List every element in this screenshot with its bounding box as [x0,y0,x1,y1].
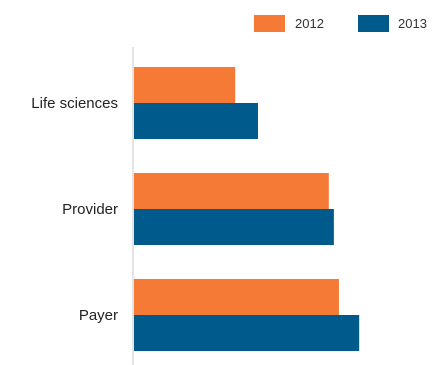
bars-group [134,67,360,351]
bar-payer-2013 [134,315,360,351]
bar-life-sciences-2012 [134,67,236,103]
category-label-payer: Payer [79,307,118,324]
category-label-life-sciences: Life sciences [31,95,118,112]
legend-swatch-2012 [254,15,285,32]
bar-provider-2013 [134,209,334,245]
bar-life-sciences-2013 [134,103,258,139]
legend-swatch-2013 [358,15,389,32]
bar-payer-2012 [134,279,339,315]
category-labels-group: Life sciences Provider Payer [31,95,118,324]
legend-label-2013: 2013 [398,16,427,31]
legend-label-2012: 2012 [295,16,324,31]
category-label-provider: Provider [62,201,118,218]
bar-provider-2012 [134,173,329,209]
